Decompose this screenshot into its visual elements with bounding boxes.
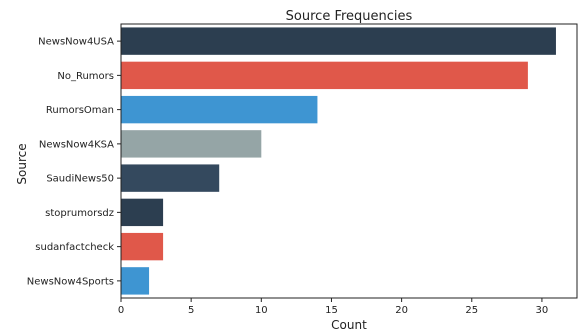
plot-area: NewsNow4USA No_Rumors RumorsOman NewsNow4KS… xyxy=(27,23,578,316)
y-tick-label: No_Rumors xyxy=(57,71,114,82)
y-tick-label: NewsNow4KSA xyxy=(39,139,114,150)
bar-sudanfactcheck xyxy=(121,232,164,261)
bar-NewsNow4KSA xyxy=(121,130,262,158)
y-tick-label: NewsNow4Sports xyxy=(27,276,114,287)
bar-stoprumorsdz xyxy=(121,198,164,227)
plot-frame xyxy=(120,23,578,299)
x-tick-label: 30 xyxy=(536,305,549,316)
y-tick-label: RumorsOman xyxy=(46,105,114,116)
y-axis-title: Source xyxy=(15,143,29,184)
x-axis-title: Count xyxy=(331,318,367,332)
y-tick-label: SaudiNews50 xyxy=(46,174,114,185)
x-tick-label: 10 xyxy=(255,305,268,316)
bar-NewsNow4USA xyxy=(121,27,556,55)
bar-No_Rumors xyxy=(121,61,528,90)
y-tick-label: NewsNow4USA xyxy=(38,37,114,48)
chart-title: Source Frequencies xyxy=(286,9,413,24)
x-tick-label: 25 xyxy=(465,305,478,316)
x-tick-label: 0 xyxy=(118,305,124,316)
x-tick-label: 15 xyxy=(325,305,338,316)
bar-NewsNow4Sports xyxy=(121,267,150,295)
x-tick-label: 5 xyxy=(188,305,194,316)
bar-RumorsOman xyxy=(121,95,318,124)
y-tick-label: stoprumorsdz xyxy=(45,208,114,219)
bar-SaudiNews50 xyxy=(121,164,220,192)
y-tick-label: sudanfactcheck xyxy=(35,242,114,253)
x-tick-label: 20 xyxy=(395,305,408,316)
